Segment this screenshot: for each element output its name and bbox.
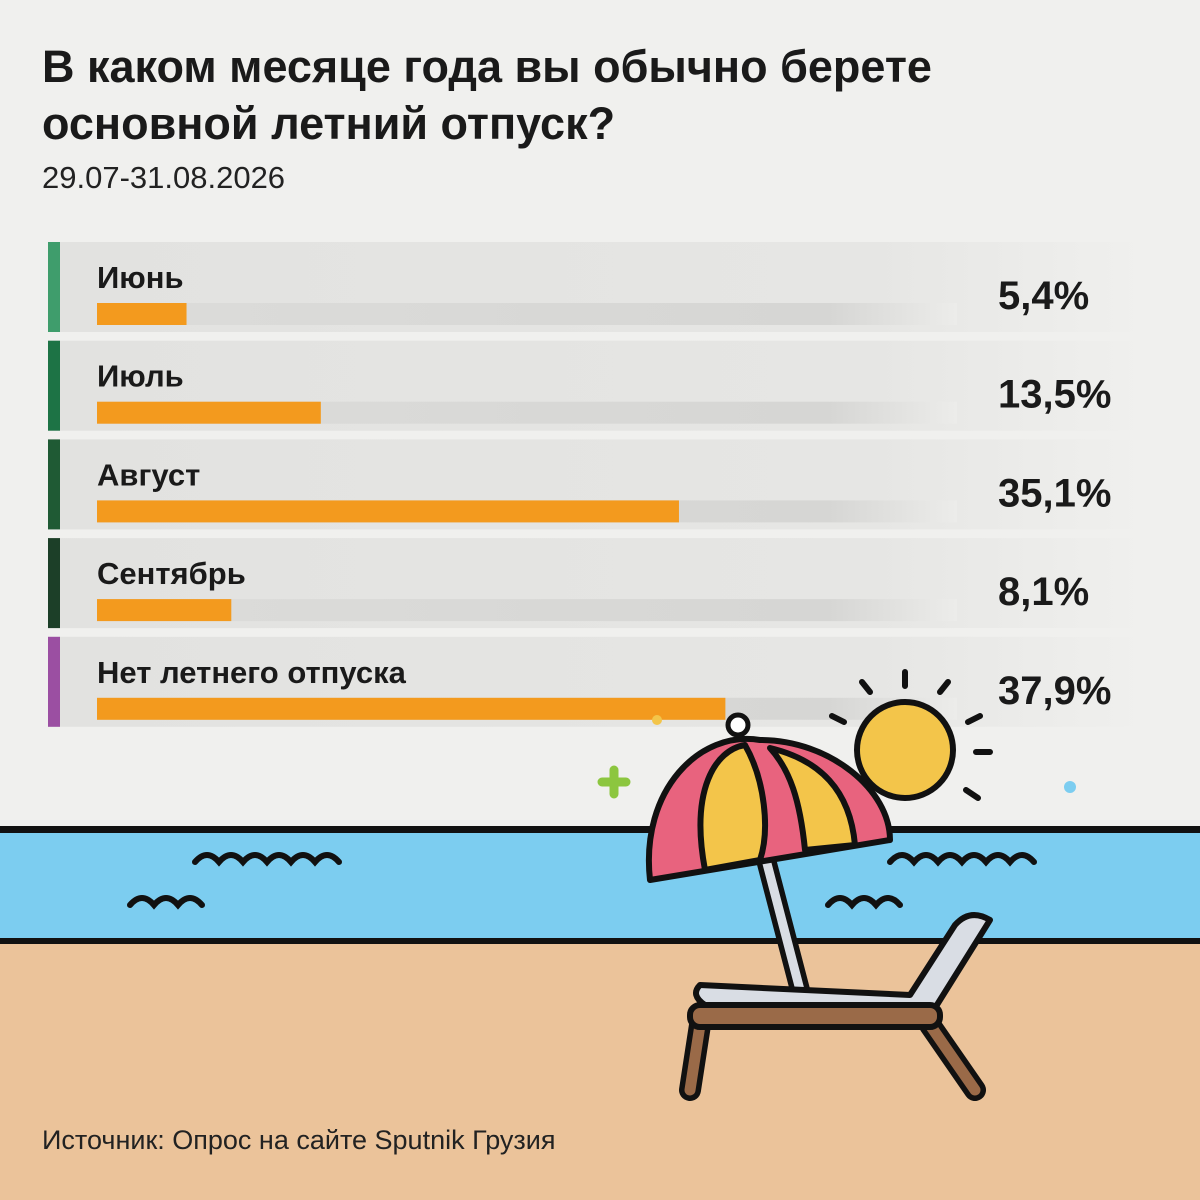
bar xyxy=(97,697,726,720)
row-accent xyxy=(48,242,60,332)
category-label: Июль xyxy=(97,359,184,394)
category-label: Сентябрь xyxy=(97,556,246,591)
bar xyxy=(97,401,321,424)
chart-subtitle: 29.07-31.08.2026 xyxy=(42,160,286,195)
row-accent xyxy=(48,636,60,727)
beach-illustration xyxy=(0,669,1200,1200)
bar xyxy=(97,500,679,523)
value-label: 5,4% xyxy=(998,274,1089,318)
value-label: 35,1% xyxy=(998,471,1111,515)
bar xyxy=(97,599,232,622)
value-label: 13,5% xyxy=(998,373,1111,417)
value-label: 8,1% xyxy=(998,570,1089,614)
value-label: 37,9% xyxy=(998,669,1111,713)
category-label: Нет летнего отпуска xyxy=(97,655,407,690)
bar-track xyxy=(97,599,957,622)
row-accent xyxy=(48,340,60,431)
bar xyxy=(97,303,187,325)
category-label: Июнь xyxy=(97,260,184,295)
chart-title: В каком месяце года вы обычно берете осн… xyxy=(42,41,932,149)
category-label: Август xyxy=(97,457,200,492)
row-accent xyxy=(48,538,60,629)
bar-track xyxy=(97,303,957,325)
source-note: Источник: Опрос на сайте Sputnik Грузия xyxy=(42,1125,556,1155)
row-accent xyxy=(48,439,60,530)
